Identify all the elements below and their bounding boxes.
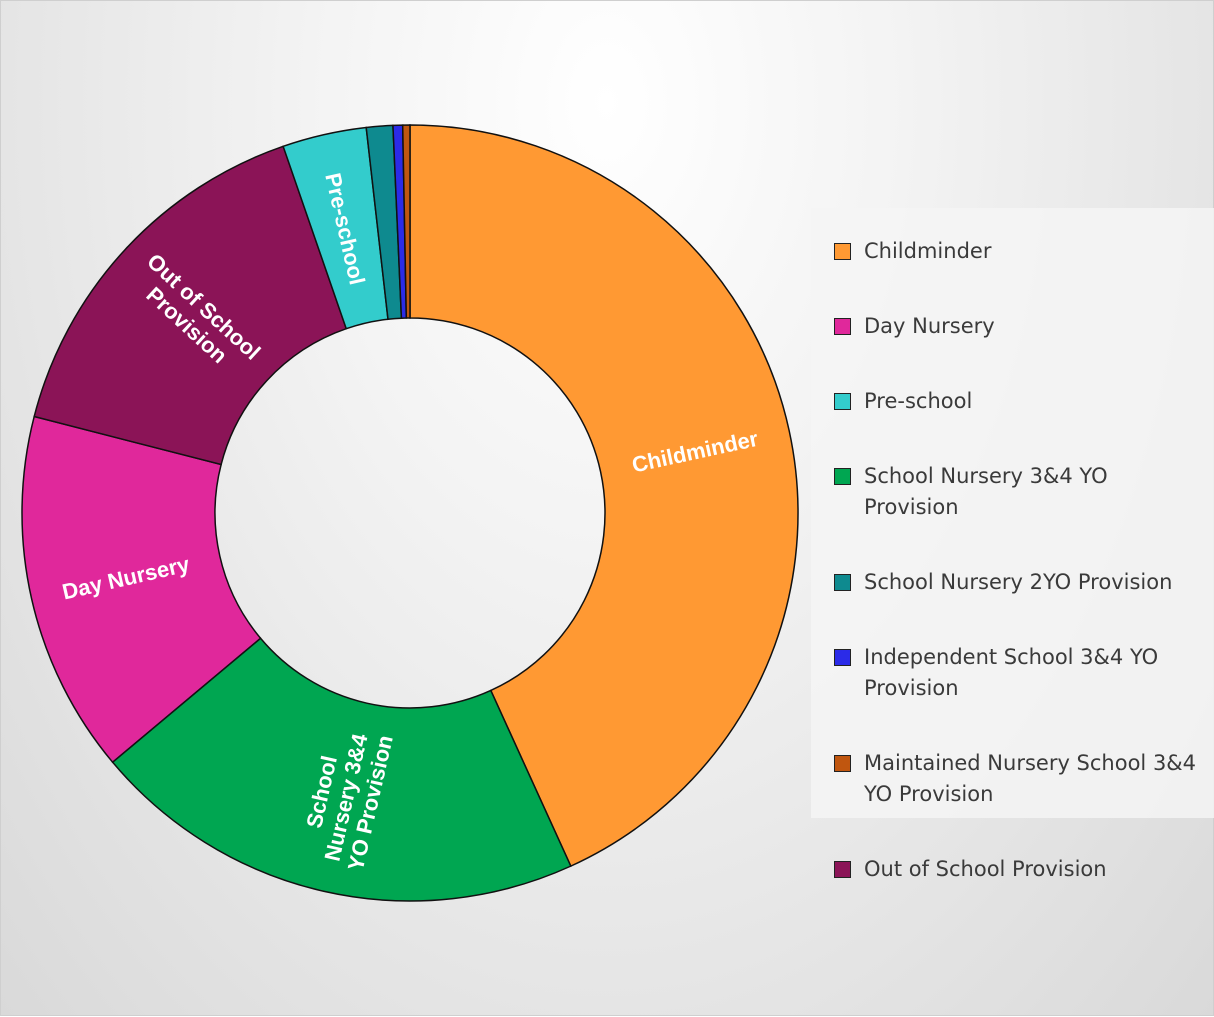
legend-label: Day Nursery [864,314,995,338]
legend-label: Maintained Nursery School 3&4 YO Provisi… [864,751,1197,806]
legend-swatch [834,649,851,666]
legend-label: School Nursery 2YO Provision [864,570,1173,594]
legend-item: Out of School Provision [834,854,1205,885]
legend-label: School Nursery 3&4 YO Provision [864,464,1108,519]
legend-item: Independent School 3&4 YO Provision [834,642,1205,704]
legend-swatch [834,755,851,772]
legend-label: Childminder [864,239,992,263]
legend: Childminder Day Nursery Pre-school School N… [811,208,1214,881]
legend-item: School Nursery 3&4 YO Provision [834,461,1205,523]
legend-swatch [834,318,851,335]
legend-swatch [834,243,851,260]
legend-label: Out of School Provision [864,857,1107,881]
donut-slice [33,145,348,466]
legend-swatch [834,468,851,485]
legend-item: Pre-school [834,386,1205,417]
legend-item: Maintained Nursery School 3&4 YO Provisi… [834,748,1205,810]
donut-slice [111,637,572,902]
legend-item: School Nursery 2YO Provision [834,567,1205,598]
legend-swatch [834,393,851,410]
legend-swatch [834,861,851,878]
donut-slice [409,124,799,868]
donut-slice [401,124,411,319]
legend-swatch [834,574,851,591]
legend-item: Day Nursery [834,311,1205,342]
legend-label: Pre-school [864,389,973,413]
legend-item: Childminder [834,236,1205,267]
donut-slice [21,415,262,764]
legend-label: Independent School 3&4 YO Provision [864,645,1159,700]
